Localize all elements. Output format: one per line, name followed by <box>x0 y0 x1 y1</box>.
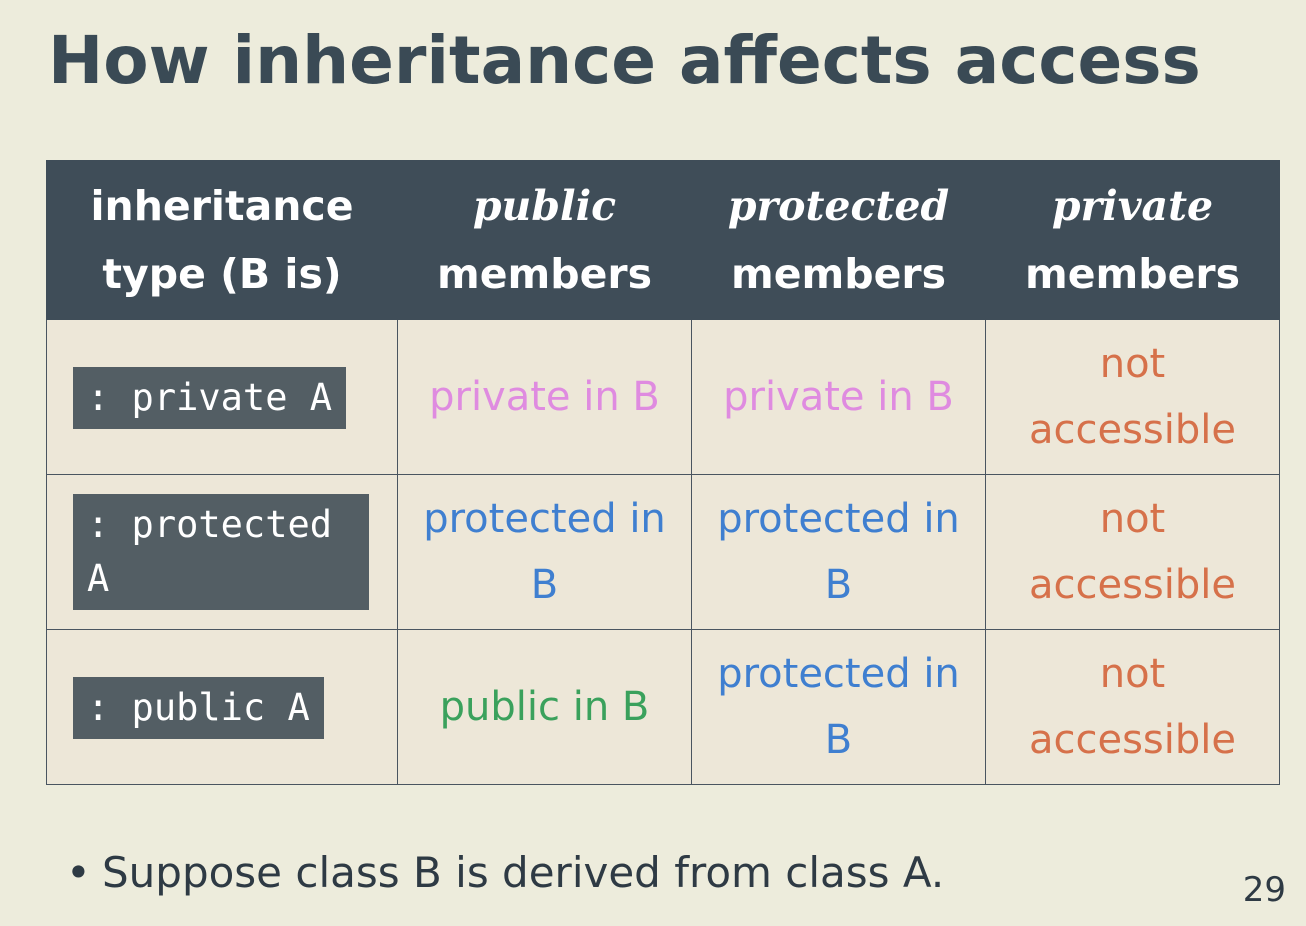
table-row-protected-inheritance: : protected A protected in B protected i… <box>46 474 1280 630</box>
public-members-cell: private in B <box>397 319 692 475</box>
header-line: inheritance <box>90 182 354 230</box>
page-number: 29 <box>1242 870 1286 910</box>
access-value: protected in B <box>717 496 960 608</box>
bullet-point: • Suppose class B is derived from class A… <box>66 848 944 897</box>
header-line: private <box>1051 182 1214 230</box>
access-value: public in B <box>439 684 650 730</box>
access-value: private in B <box>429 374 660 420</box>
header-line: members <box>436 250 653 298</box>
slide-title: How inheritance affects access <box>48 22 1201 99</box>
header-line: public <box>472 182 617 230</box>
header-row: inheritance type (B is) public members p… <box>46 160 1280 320</box>
type-cell: : private A <box>46 319 398 475</box>
header-line: type (B is) <box>102 250 342 298</box>
bullet-text: Suppose class B is derived from class A. <box>102 848 945 897</box>
table-row-public-inheritance: : public A public in B protected in B no… <box>46 629 1280 785</box>
code-snippet: : public A <box>73 677 324 739</box>
access-value: not accessible <box>1028 496 1236 608</box>
code-snippet: : protected A <box>73 493 369 610</box>
header-line: members <box>1024 250 1241 298</box>
bullet-marker: • <box>66 848 91 897</box>
protected-members-cell: protected in B <box>691 629 986 785</box>
header-line: protected <box>727 182 950 230</box>
table-row-private-inheritance: : private A private in B private in B no… <box>46 319 1280 475</box>
private-members-cell: not accessible <box>985 629 1280 785</box>
code-snippet: : private A <box>73 367 347 429</box>
private-members-cell: not accessible <box>985 474 1280 630</box>
public-members-cell: public in B <box>397 629 692 785</box>
table-body: : private A private in B private in B no… <box>46 319 1280 785</box>
access-table: inheritance type (B is) public members p… <box>46 160 1280 785</box>
access-value: not accessible <box>1028 341 1236 453</box>
protected-members-cell: private in B <box>691 319 986 475</box>
protected-members-cell: protected in B <box>691 474 986 630</box>
private-members-cell: not accessible <box>985 319 1280 475</box>
type-cell: : public A <box>46 629 398 785</box>
header-inheritance-type: inheritance type (B is) <box>46 160 398 320</box>
access-value: protected in B <box>423 496 666 608</box>
access-value: private in B <box>723 374 954 420</box>
header-protected-members: protected members <box>691 160 986 320</box>
table-header: inheritance type (B is) public members p… <box>46 160 1280 320</box>
header-private-members: private members <box>985 160 1280 320</box>
access-value: protected in B <box>717 651 960 763</box>
public-members-cell: protected in B <box>397 474 692 630</box>
header-public-members: public members <box>397 160 692 320</box>
header-line: members <box>730 250 947 298</box>
access-value: not accessible <box>1028 651 1236 763</box>
type-cell: : protected A <box>46 474 398 630</box>
